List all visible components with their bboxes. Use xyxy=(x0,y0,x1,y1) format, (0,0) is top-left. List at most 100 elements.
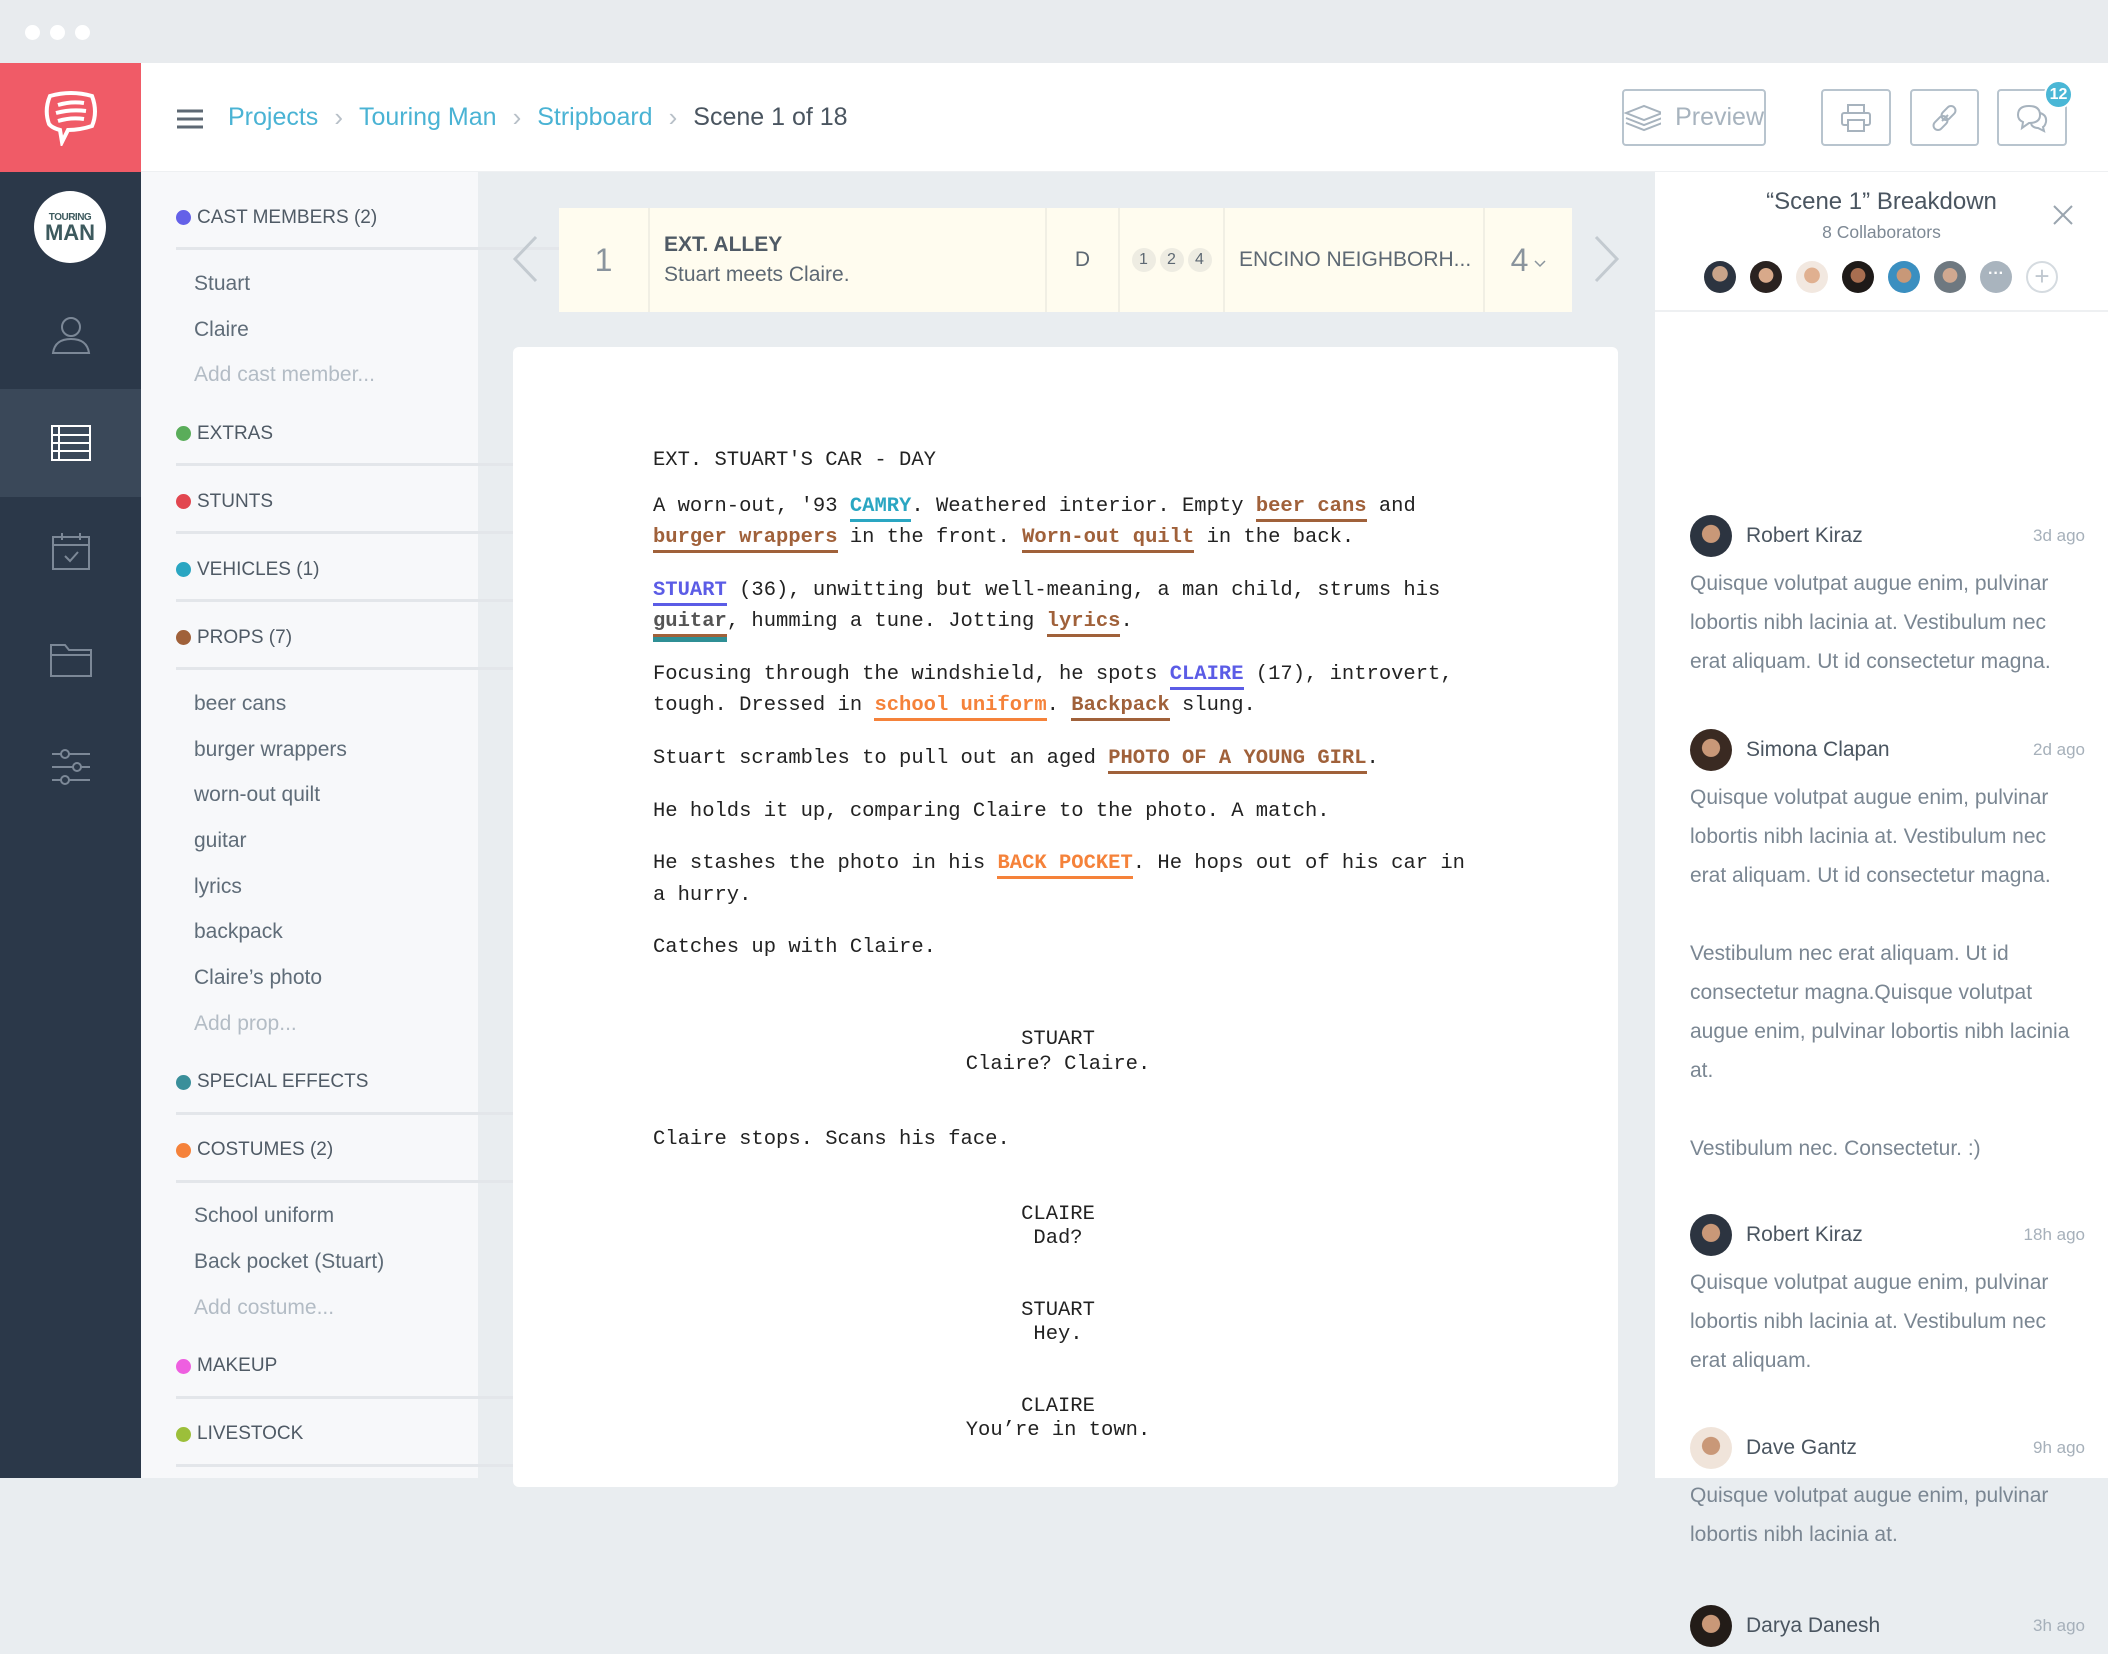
section-header[interactable]: COSTUMES (2) xyxy=(176,1121,585,1183)
avatar[interactable] xyxy=(1690,1605,1732,1647)
section-header[interactable]: VEHICLES (1) xyxy=(176,540,585,603)
list-item[interactable]: School uniform xyxy=(176,1194,585,1240)
list-item[interactable]: guitar xyxy=(176,818,585,864)
add-item-input[interactable]: Add prop... xyxy=(194,1011,297,1035)
avatar[interactable] xyxy=(1842,261,1874,293)
comment-author[interactable]: Simona Clapan xyxy=(1746,738,1890,761)
category-color-dot xyxy=(176,494,191,510)
avatar[interactable] xyxy=(1690,515,1732,557)
tagged-element[interactable]: CLAIRE xyxy=(1169,662,1244,690)
avatar[interactable] xyxy=(1690,1427,1732,1469)
more-collaborators-icon[interactable]: ··· xyxy=(1980,261,2012,293)
category-color-dot xyxy=(176,630,191,646)
app-logo[interactable] xyxy=(0,63,141,172)
section-header[interactable]: PROPS (7) xyxy=(176,608,585,671)
category-color-dot xyxy=(176,1074,191,1090)
top-header: Projects › Touring Man › Stripboard › Scene… xyxy=(141,63,2108,172)
comment-header: Robert Kiraz 3d ago xyxy=(1690,514,2085,558)
preview-button[interactable]: Preview xyxy=(1622,89,1766,146)
collaborators-count: 8 Collaborators xyxy=(1822,222,1941,242)
avatar[interactable] xyxy=(1750,261,1782,293)
chevron-down-icon xyxy=(1534,260,1546,268)
avatar[interactable] xyxy=(1934,261,1966,293)
previous-scene-arrow-icon[interactable] xyxy=(512,235,538,283)
window-close-dot[interactable] xyxy=(25,25,40,40)
action-paragraph: Claire stops. Scans his face. xyxy=(653,1128,1010,1152)
project-logo-text: TOURING xyxy=(48,211,92,223)
chevron-right-icon: › xyxy=(334,102,343,132)
page-count: 4 xyxy=(1510,241,1529,278)
tagged-element[interactable]: PHOTO OF A YOUNG GIRL xyxy=(1108,747,1367,775)
preview-label: Preview xyxy=(1675,103,1764,131)
page-count-select[interactable]: 4 xyxy=(1485,208,1572,312)
nav-calendar[interactable] xyxy=(0,497,141,605)
list-item[interactable]: worn-out quilt xyxy=(176,772,585,818)
tagged-element[interactable]: Backpack xyxy=(1071,694,1170,722)
comment-header: Darya Danesh 3h ago xyxy=(1690,1604,2085,1648)
script-text: . xyxy=(1120,610,1133,634)
action-paragraph: STUART (36), unwitting but well-meaning,… xyxy=(653,575,1483,638)
list-item[interactable]: Back pocket (Stuart) xyxy=(176,1239,585,1285)
comment-author[interactable]: Robert Kiraz xyxy=(1746,524,1863,547)
comment-author[interactable]: Darya Danesh xyxy=(1746,1614,1881,1637)
comment-author[interactable]: Dave Gantz xyxy=(1746,1436,1857,1459)
tagged-element[interactable]: guitar xyxy=(653,610,727,638)
add-collaborator-icon[interactable]: + xyxy=(2026,261,2058,293)
comment-header: Simona Clapan 2d ago xyxy=(1690,728,2085,772)
section-header[interactable]: MAKEUP xyxy=(176,1337,585,1399)
list-item[interactable]: Claire’s photo xyxy=(176,955,585,1001)
scene-description: EXT. ALLEY Stuart meets Claire. xyxy=(650,208,1047,312)
tagged-element[interactable]: burger wrappers xyxy=(653,526,838,554)
tagged-element[interactable]: school uniform xyxy=(874,694,1047,722)
hamburger-menu-icon[interactable] xyxy=(177,109,203,129)
nav-settings[interactable] xyxy=(0,713,141,821)
chevron-right-icon: › xyxy=(668,102,678,132)
avatar[interactable] xyxy=(1888,261,1920,293)
list-item[interactable]: lyrics xyxy=(176,864,585,910)
print-button[interactable] xyxy=(1821,89,1891,146)
tagged-element[interactable]: CAMRY xyxy=(849,494,912,522)
add-item-input[interactable]: Add cast member... xyxy=(194,363,375,387)
close-icon[interactable] xyxy=(2052,204,2074,226)
list-item[interactable]: Claire xyxy=(176,307,585,353)
nav-stripboard[interactable] xyxy=(0,389,141,497)
link-icon xyxy=(1932,104,1956,131)
list-item[interactable]: Stuart xyxy=(176,261,585,307)
tagged-element[interactable]: beer cans xyxy=(1255,494,1367,522)
project-logo[interactable]: TOURING MAN xyxy=(34,191,106,263)
comment-author[interactable]: Robert Kiraz xyxy=(1746,1223,1863,1246)
sliders-icon xyxy=(51,749,90,785)
tagged-element[interactable]: lyrics xyxy=(1046,610,1121,638)
tagged-element[interactable]: BACK POCKET xyxy=(997,852,1133,880)
avatar[interactable] xyxy=(1704,261,1736,293)
nav-cast[interactable] xyxy=(0,281,141,389)
tagged-element[interactable]: Worn-out quilt xyxy=(1022,526,1195,554)
dialogue-line: Claire? Claire. xyxy=(965,1052,1151,1076)
section-header[interactable]: SPECIAL EFFECTS xyxy=(176,1053,585,1115)
avatar[interactable] xyxy=(1690,1214,1732,1256)
avatar[interactable] xyxy=(1796,261,1828,293)
comments-button[interactable] xyxy=(1997,89,2067,146)
list-item[interactable]: burger wrappers xyxy=(176,727,585,773)
list-item[interactable]: backpack xyxy=(176,910,585,956)
add-item-input[interactable]: Add costume... xyxy=(194,1295,335,1319)
share-link-button[interactable] xyxy=(1910,89,1979,146)
section-title: STUNTS xyxy=(197,490,273,512)
cast-id-badge: 1 xyxy=(1131,248,1156,272)
comment-header: Dave Gantz 9h ago xyxy=(1690,1426,2085,1470)
nav-files[interactable] xyxy=(0,605,141,713)
breakdown-panel: “Scene 1” Breakdown 8 Collaborators ··· … xyxy=(1655,172,2108,1647)
section-header[interactable]: LIVESTOCK xyxy=(176,1405,585,1467)
window-minimize-dot[interactable] xyxy=(50,25,65,40)
item-label: beer cans xyxy=(194,691,287,715)
breadcrumb-project[interactable]: Touring Man xyxy=(358,103,497,131)
breadcrumb-projects[interactable]: Projects xyxy=(228,103,319,131)
avatar[interactable] xyxy=(1690,729,1732,771)
script-text: Stuart scrambles to pull out an aged xyxy=(653,747,1109,771)
section-header[interactable]: CAST MEMBERS (2) xyxy=(176,188,585,250)
tagged-element[interactable]: STUART xyxy=(653,578,727,606)
window-maximize-dot[interactable] xyxy=(75,25,90,40)
breadcrumb-stripboard[interactable]: Stripboard xyxy=(537,103,653,131)
next-scene-arrow-icon[interactable] xyxy=(1594,235,1620,283)
